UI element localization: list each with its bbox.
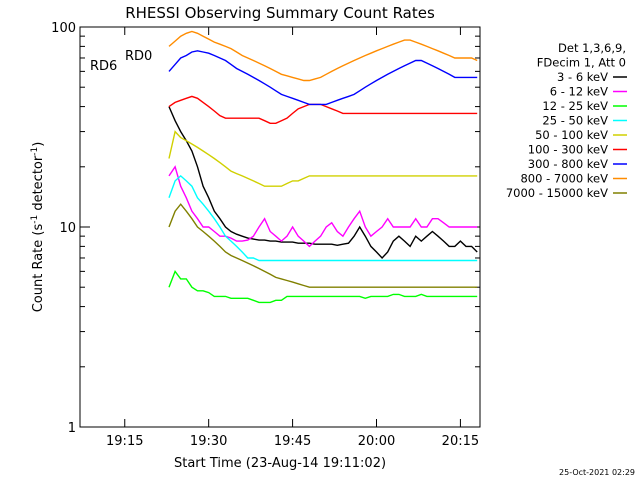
legend-entry-label: 100 - 300 keV bbox=[528, 143, 608, 157]
legend-entry-label: 6 - 12 keV bbox=[550, 85, 608, 99]
y-tick-label: 1 bbox=[68, 421, 76, 436]
series-line-3-6kev bbox=[168, 106, 478, 260]
legend-entry-label: 300 - 800 keV bbox=[528, 157, 608, 171]
legend-entry-label: 7000 - 15000 keV bbox=[506, 186, 608, 200]
series-line-6-12kev bbox=[168, 165, 478, 248]
series-line-25-50kev bbox=[168, 174, 478, 262]
series-line-300-800kev bbox=[168, 50, 478, 106]
x-tick-label: 19:45 bbox=[274, 434, 311, 449]
legend-entry-label: 50 - 100 keV bbox=[535, 128, 608, 142]
chart-title: RHESSI Observing Summary Count Rates bbox=[125, 4, 435, 22]
timestamp: 25-Oct-2021 02:29 bbox=[559, 468, 635, 477]
x-tick-label: 19:30 bbox=[190, 434, 227, 449]
legend-entry-label: 3 - 6 keV bbox=[557, 70, 608, 84]
x-axis-label: Start Time (23-Aug-14 19:11:02) bbox=[174, 456, 386, 471]
series-line-100-300kev bbox=[168, 95, 478, 125]
legend-entry-label: 25 - 50 keV bbox=[542, 114, 608, 128]
legend-header: Det 1,3,6,9, bbox=[558, 41, 626, 55]
series-line-50-100kev bbox=[168, 130, 478, 187]
legend-header: FDecim 1, Att 0 bbox=[537, 56, 626, 70]
series-layer bbox=[168, 30, 478, 304]
legend-entry-label: 800 - 7000 keV bbox=[520, 172, 608, 186]
y-tick-label: 10 bbox=[59, 221, 76, 236]
annotation-rd6: RD6 bbox=[90, 59, 117, 74]
x-tick-label: 20:00 bbox=[358, 434, 395, 449]
x-tick-label: 20:15 bbox=[442, 434, 479, 449]
series-line-12-25kev bbox=[168, 269, 478, 304]
series-line-7000-15000kev bbox=[168, 203, 478, 288]
x-axis: 19:15 19:30 19:45 20:00 20:15 bbox=[106, 27, 479, 449]
legend-entry-label: 12 - 25 keV bbox=[542, 99, 608, 113]
y-axis-label: Count Rate (s-1 detector-1) bbox=[30, 142, 46, 313]
y-tick-label: 100 bbox=[51, 21, 76, 36]
series-line-800-7000kev bbox=[168, 30, 478, 82]
annotation-rd0: RD0 bbox=[125, 49, 152, 64]
x-tick-label: 19:15 bbox=[106, 434, 143, 449]
y-axis: 1 10 100 bbox=[51, 21, 480, 436]
